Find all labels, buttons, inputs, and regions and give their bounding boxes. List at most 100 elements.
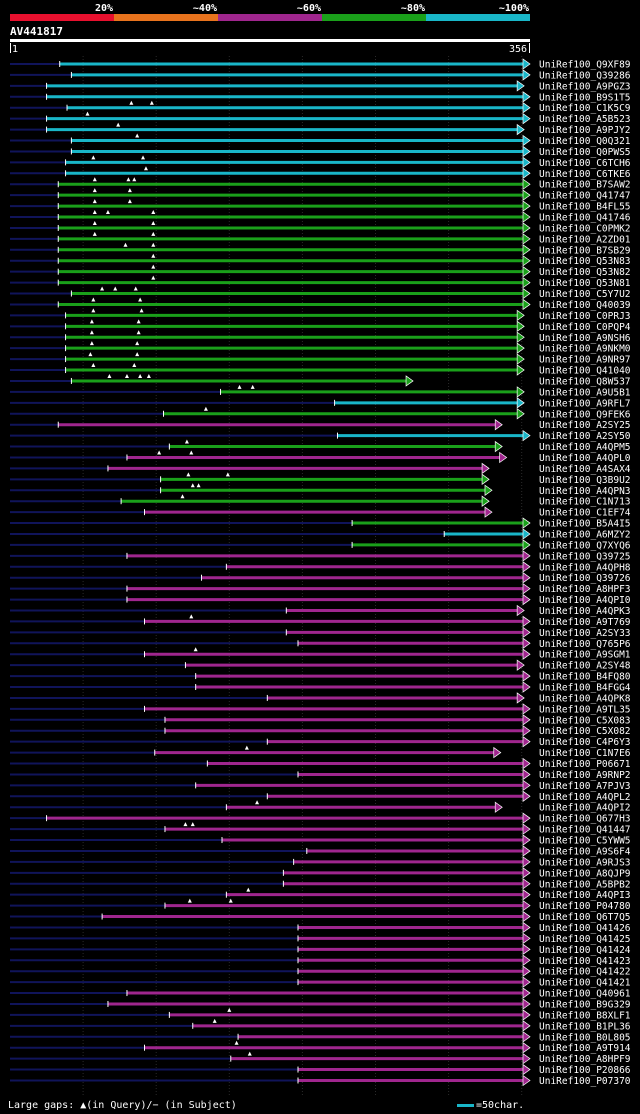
hit-row[interactable]: UniRef100_C5X083 bbox=[10, 714, 631, 727]
hit-row[interactable]: UniRef100_A4QPM5 bbox=[10, 439, 631, 454]
hit-row[interactable]: UniRef100_A9U5B1 bbox=[10, 384, 631, 399]
hit-row[interactable]: UniRef100_A9NKM0 bbox=[10, 341, 631, 355]
hit-row[interactable]: UniRef100_Q39725 bbox=[10, 550, 631, 563]
hit-label[interactable]: UniRef100_C0PMK2 bbox=[539, 223, 631, 234]
hit-label[interactable]: UniRef100_P06671 bbox=[539, 759, 631, 770]
hit-label[interactable]: UniRef100_Q53N82 bbox=[539, 267, 631, 278]
hit-row[interactable]: UniRef100_C6TKE6 bbox=[10, 166, 631, 180]
hit-row[interactable]: UniRef100_C4P6Y3 bbox=[10, 735, 631, 749]
hit-row[interactable]: UniRef100_Q53N83 bbox=[10, 253, 631, 267]
hit-row[interactable]: UniRef100_Q3B9U2 bbox=[10, 472, 631, 486]
hit-row[interactable]: UniRef100_A9RFL7 bbox=[10, 397, 631, 410]
hit-label[interactable]: UniRef100_A8HPF3 bbox=[539, 584, 631, 595]
hit-row[interactable]: UniRef100_A4QPN3 bbox=[10, 483, 631, 497]
hit-row[interactable]: UniRef100_A4QPL2 bbox=[10, 790, 631, 803]
hit-label[interactable]: UniRef100_A9RFL7 bbox=[539, 398, 631, 409]
hit-label[interactable]: UniRef100_A9RJS3 bbox=[539, 857, 631, 868]
hit-row[interactable]: UniRef100_A9NR97 bbox=[10, 352, 631, 366]
hit-row[interactable]: UniRef100_A2ZD01 bbox=[10, 231, 631, 246]
hit-label[interactable]: UniRef100_A4QPI2 bbox=[539, 803, 631, 814]
hit-label[interactable]: UniRef100_A6MZY2 bbox=[539, 529, 631, 540]
hit-row[interactable]: UniRef100_A5B523 bbox=[10, 111, 631, 126]
hit-row[interactable]: UniRef100_C1N713 bbox=[10, 494, 631, 508]
hit-label[interactable]: UniRef100_Q41747 bbox=[539, 191, 631, 202]
hit-row[interactable]: UniRef100_C0PQP4 bbox=[10, 319, 631, 333]
hit-row[interactable]: UniRef100_A9SGM1 bbox=[10, 647, 631, 661]
hit-label[interactable]: UniRef100_B0L805 bbox=[539, 1032, 631, 1043]
hit-label[interactable]: UniRef100_A2SY25 bbox=[539, 420, 631, 431]
hit-label[interactable]: UniRef100_A2ZD01 bbox=[539, 234, 631, 245]
hit-label[interactable]: UniRef100_A9TL35 bbox=[539, 704, 631, 715]
hit-row[interactable]: UniRef100_B9S1T5 bbox=[10, 91, 631, 104]
hit-label[interactable]: UniRef100_A4QPL2 bbox=[539, 792, 631, 803]
hit-label[interactable]: UniRef100_A9U5B1 bbox=[539, 387, 631, 398]
hit-row[interactable]: UniRef100_A4QPL0 bbox=[10, 450, 631, 464]
hit-row[interactable]: UniRef100_P20866 bbox=[10, 1063, 631, 1077]
hit-row[interactable]: UniRef100_C1K5C9 bbox=[10, 100, 631, 115]
hit-label[interactable]: UniRef100_Q0Q321 bbox=[539, 136, 631, 147]
hit-row[interactable]: UniRef100_A9RJS3 bbox=[10, 856, 631, 869]
hit-row[interactable]: UniRef100_C0PRJ3 bbox=[10, 308, 631, 322]
hit-label[interactable]: UniRef100_C1N7E6 bbox=[539, 748, 631, 759]
hit-row[interactable]: UniRef100_A4QPH8 bbox=[10, 561, 631, 574]
hit-label[interactable]: UniRef100_A9NKM0 bbox=[539, 344, 631, 355]
hit-row[interactable]: UniRef100_Q677H3 bbox=[10, 812, 631, 825]
hit-label[interactable]: UniRef100_A8HPF9 bbox=[539, 1054, 631, 1065]
hit-row[interactable]: UniRef100_Q9FEK6 bbox=[10, 406, 631, 421]
hit-label[interactable]: UniRef100_Q39726 bbox=[539, 573, 631, 584]
hit-label[interactable]: UniRef100_Q53N81 bbox=[539, 278, 631, 289]
hit-label[interactable]: UniRef100_A9NSH6 bbox=[539, 333, 631, 344]
hit-row[interactable]: UniRef100_A4QPI2 bbox=[10, 800, 631, 814]
hit-row[interactable]: UniRef100_A9PGZ3 bbox=[10, 80, 631, 93]
hit-label[interactable]: UniRef100_A7PJV3 bbox=[539, 781, 631, 792]
hit-row[interactable]: UniRef100_A9S6F4 bbox=[10, 845, 631, 858]
hit-label[interactable]: UniRef100_A4SAX4 bbox=[539, 464, 631, 475]
hit-label[interactable]: UniRef100_Q41424 bbox=[539, 945, 631, 956]
hit-label[interactable]: UniRef100_B5A4I5 bbox=[539, 519, 631, 530]
hit-label[interactable]: UniRef100_B9S1T5 bbox=[539, 92, 631, 103]
hit-label[interactable]: UniRef100_C5X083 bbox=[539, 715, 631, 726]
hit-label[interactable]: UniRef100_B9G329 bbox=[539, 999, 631, 1010]
hit-row[interactable]: UniRef100_Q39286 bbox=[10, 69, 631, 82]
hit-row[interactable]: UniRef100_A9T769 bbox=[10, 614, 631, 628]
hit-row[interactable]: UniRef100_Q41426 bbox=[10, 921, 631, 934]
hit-label[interactable]: UniRef100_Q677H3 bbox=[539, 814, 631, 825]
hit-row[interactable]: UniRef100_Q53N81 bbox=[10, 275, 631, 290]
hit-row[interactable]: UniRef100_C5YWW5 bbox=[10, 834, 631, 847]
hit-label[interactable]: UniRef100_A9NR97 bbox=[539, 355, 631, 366]
hit-row[interactable]: UniRef100_A4QPK3 bbox=[10, 604, 631, 618]
hit-row[interactable]: UniRef100_Q7XYQ6 bbox=[10, 539, 631, 552]
hit-row[interactable]: UniRef100_Q8W537 bbox=[10, 373, 631, 388]
hit-label[interactable]: UniRef100_P20866 bbox=[539, 1065, 631, 1076]
hit-label[interactable]: UniRef100_B7SB29 bbox=[539, 245, 631, 256]
hit-row[interactable]: UniRef100_A8HPF3 bbox=[10, 582, 631, 596]
hit-label[interactable]: UniRef100_Q3B9U2 bbox=[539, 475, 631, 486]
hit-row[interactable]: UniRef100_B4FGG4 bbox=[10, 681, 631, 694]
hit-label[interactable]: UniRef100_A9T769 bbox=[539, 617, 631, 628]
hit-row[interactable]: UniRef100_A9NSH6 bbox=[10, 330, 631, 344]
hit-label[interactable]: UniRef100_Q41746 bbox=[539, 213, 631, 224]
hit-label[interactable]: UniRef100_A4QPK3 bbox=[539, 606, 631, 617]
hit-label[interactable]: UniRef100_A2SY50 bbox=[539, 431, 631, 442]
hit-row[interactable]: UniRef100_Q39726 bbox=[10, 572, 631, 585]
hit-row[interactable]: UniRef100_B9G329 bbox=[10, 998, 631, 1011]
hit-label[interactable]: UniRef100_P07370 bbox=[539, 1076, 631, 1087]
hit-row[interactable]: UniRef100_B8XLF1 bbox=[10, 1007, 631, 1022]
hit-row[interactable]: UniRef100_A2SY50 bbox=[10, 429, 631, 443]
hit-label[interactable]: UniRef100_A5B523 bbox=[539, 114, 631, 125]
hit-row[interactable]: UniRef100_A9T914 bbox=[10, 1040, 631, 1055]
hit-label[interactable]: UniRef100_C6TCH6 bbox=[539, 158, 631, 169]
hit-row[interactable]: UniRef100_Q40961 bbox=[10, 987, 631, 1000]
hit-label[interactable]: UniRef100_A4QPN3 bbox=[539, 486, 631, 497]
hit-label[interactable]: UniRef100_Q41422 bbox=[539, 967, 631, 978]
hit-row[interactable]: UniRef100_A8HPF9 bbox=[10, 1051, 631, 1066]
hit-label[interactable]: UniRef100_Q0PWS5 bbox=[539, 147, 631, 158]
hit-row[interactable]: UniRef100_A9TL35 bbox=[10, 703, 631, 716]
hit-row[interactable]: UniRef100_A2SY25 bbox=[10, 419, 631, 432]
hit-row[interactable]: UniRef100_Q41422 bbox=[10, 965, 631, 978]
hit-label[interactable]: UniRef100_A5BPB2 bbox=[539, 879, 631, 890]
hit-row[interactable]: UniRef100_C5Y7U2 bbox=[10, 286, 631, 301]
hit-row[interactable]: UniRef100_C0PMK2 bbox=[10, 220, 631, 235]
hit-row[interactable]: UniRef100_P07370 bbox=[10, 1074, 631, 1087]
hit-row[interactable]: UniRef100_C1N7E6 bbox=[10, 745, 631, 760]
